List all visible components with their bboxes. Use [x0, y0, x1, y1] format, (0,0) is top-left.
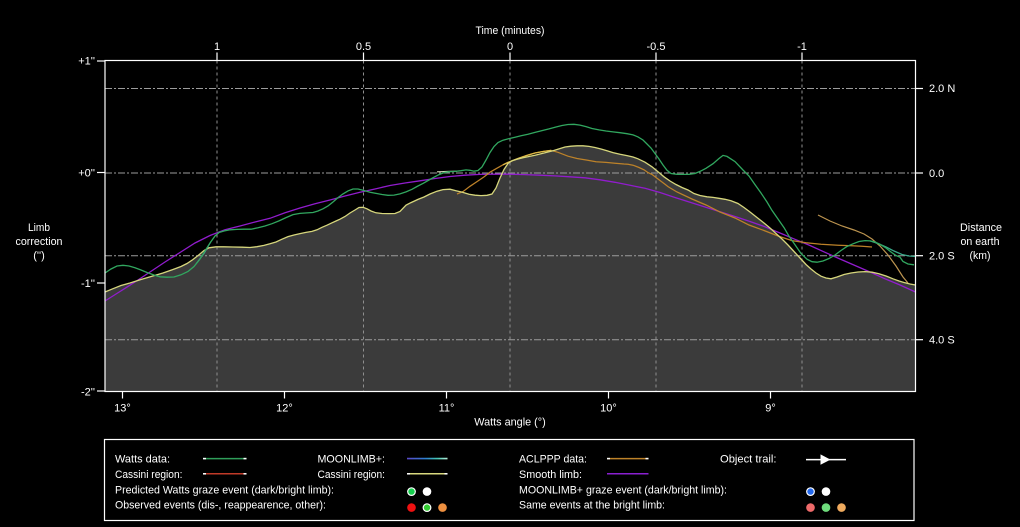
svg-text:Cassini region:: Cassini region: [115, 469, 183, 481]
svg-text:-0.5: -0.5 [647, 41, 666, 53]
svg-text:(km): (km) [970, 250, 991, 262]
svg-text:Limb: Limb [28, 222, 50, 234]
svg-text:13°: 13° [114, 403, 131, 415]
svg-text:-1: -1 [797, 41, 807, 53]
svg-text:1: 1 [214, 41, 220, 53]
svg-text:Time (minutes): Time (minutes) [476, 25, 545, 37]
svg-text:0.5: 0.5 [356, 41, 371, 53]
svg-text:+1'': +1'' [78, 56, 95, 68]
svg-text:Distance: Distance [960, 222, 1002, 234]
svg-text:ACLPPP data:: ACLPPP data: [519, 454, 587, 466]
svg-text:11°: 11° [439, 403, 455, 415]
svg-text:Observed events (dis-, reappea: Observed events (dis-, reappearence, oth… [115, 500, 326, 512]
svg-text:Watts data:: Watts data: [115, 454, 170, 466]
svg-text:Object trail:: Object trail: [720, 454, 777, 466]
svg-text:MOONLIMB+:: MOONLIMB+: [318, 454, 386, 466]
svg-text:12°: 12° [276, 403, 293, 415]
svg-text:-1'': -1'' [81, 278, 95, 290]
svg-text:Cassini region:: Cassini region: [318, 469, 386, 481]
svg-text:Watts angle (°): Watts angle (°) [474, 417, 546, 429]
svg-text:correction: correction [16, 236, 63, 248]
svg-text:0.0: 0.0 [929, 168, 944, 180]
svg-text:(''): ('') [33, 250, 45, 262]
svg-text:Same events at the bright limb: Same events at the bright limb: [519, 500, 665, 512]
svg-text:10°: 10° [600, 403, 617, 415]
svg-text:Predicted Watts graze event (d: Predicted Watts graze event (dark/bright… [115, 484, 334, 496]
svg-text:MOONLIMB+ graze event (dark/br: MOONLIMB+ graze event (dark/bright limb)… [519, 484, 727, 496]
svg-text:0: 0 [507, 41, 513, 53]
svg-text:+0'': +0'' [78, 168, 95, 180]
svg-text:Smooth limb:: Smooth limb: [519, 469, 582, 481]
svg-text:2.0 S: 2.0 S [929, 251, 955, 263]
svg-text:on earth: on earth [961, 236, 1000, 248]
svg-text:2.0 N: 2.0 N [929, 83, 955, 95]
svg-text:-2'': -2'' [81, 387, 95, 399]
svg-text:4.0 S: 4.0 S [929, 335, 955, 347]
svg-text:9°: 9° [765, 403, 776, 415]
